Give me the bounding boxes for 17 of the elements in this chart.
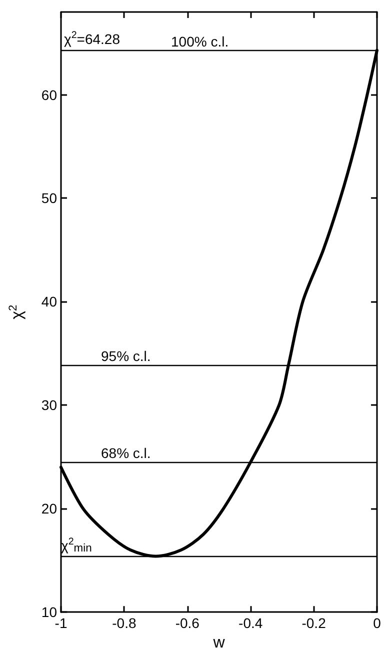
x-tick-label: -0.6 [175,615,200,632]
x-tick-label: -0.4 [238,615,263,632]
y-tick-label: 60 [41,86,58,103]
ref-line-label: 68% c.l. [101,445,151,462]
x-axis-title: w [212,634,226,652]
y-tick-label: 30 [41,397,58,414]
y-tick-label: 40 [41,294,58,310]
ref-line-label: 100% c.l. [171,33,229,50]
x-tick-label: -1 [54,615,68,632]
y-tick-label: 10 [41,604,58,620]
x-tick-label: -0.2 [302,615,326,632]
y-tick-label: 50 [41,190,58,206]
ref-line-label: 95% c.l. [101,348,151,364]
x-tick-label: 0 [373,615,382,632]
x-tick-label: -0.8 [112,615,136,632]
y-tick-label: 20 [41,500,58,517]
y-axis-title: χ2 [8,304,26,320]
